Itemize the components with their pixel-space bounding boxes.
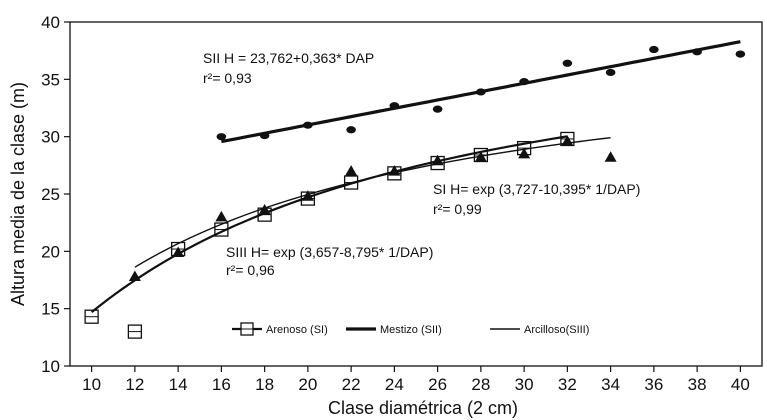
y-tick-label: 35 xyxy=(41,70,60,89)
point-mestizo xyxy=(303,121,313,129)
plot-area xyxy=(69,21,763,367)
x-tick-label: 30 xyxy=(515,375,534,394)
y-axis-ticks: 10 15 20 25 30 35 40 xyxy=(41,13,70,376)
annotation-siii-r2: r²= 0,96 xyxy=(226,262,275,278)
plot-border xyxy=(69,21,763,367)
x-tick-label: 32 xyxy=(558,375,577,394)
point-arenoso xyxy=(127,324,143,339)
x-tick-label: 34 xyxy=(601,375,620,394)
point-mestizo xyxy=(562,59,573,67)
fitted-curves xyxy=(90,40,741,314)
point-mestizo xyxy=(432,105,443,113)
x-tick-label: 20 xyxy=(298,375,317,394)
x-tick-label: 14 xyxy=(169,375,188,394)
point-mestizo xyxy=(476,88,486,96)
point-mestizo xyxy=(519,78,529,86)
point-mestizo xyxy=(605,68,616,77)
point-arcilloso xyxy=(518,147,531,159)
x-tick-label: 24 xyxy=(385,375,404,394)
point-arcilloso xyxy=(604,151,617,162)
legend-item-arcilloso: Arcilloso(SIII) xyxy=(490,324,589,336)
point-mestizo xyxy=(735,50,746,58)
point-arcilloso xyxy=(128,270,141,282)
legend-item-mestizo: Mestizo (SII) xyxy=(346,324,442,336)
x-tick-label: 26 xyxy=(428,375,447,394)
point-mestizo xyxy=(346,126,356,134)
point-mestizo xyxy=(692,48,702,56)
legend-label-arcilloso: Arcilloso(SIII) xyxy=(524,324,589,336)
y-tick-label: 30 xyxy=(41,128,60,147)
x-tick-label: 12 xyxy=(125,375,144,394)
x-tick-label: 38 xyxy=(688,375,707,394)
curve-arenoso xyxy=(90,135,568,314)
legend-item-arenoso: Arenoso (SI) xyxy=(232,322,328,336)
point-arcilloso xyxy=(431,154,444,166)
x-tick-label: 28 xyxy=(471,375,490,394)
x-tick-label: 36 xyxy=(644,375,663,394)
y-tick-label: 10 xyxy=(41,357,60,376)
x-tick-label: 10 xyxy=(82,375,101,394)
y-tick-label: 15 xyxy=(41,300,60,319)
point-arcilloso xyxy=(474,151,487,162)
point-arenoso xyxy=(214,222,229,237)
point-arcilloso xyxy=(215,210,228,222)
point-arcilloso xyxy=(258,204,271,215)
x-tick-label: 40 xyxy=(731,375,750,394)
point-arcilloso xyxy=(345,165,358,176)
y-tick-label: 20 xyxy=(41,242,60,261)
point-mestizo xyxy=(259,131,270,140)
point-arenoso xyxy=(84,309,99,324)
y-axis-label: Altura media de la clase (m) xyxy=(8,82,28,306)
point-arcilloso xyxy=(388,165,401,176)
legend-label-arenoso: Arenoso (SI) xyxy=(266,324,328,336)
annotation-sii-r2: r²= 0,93 xyxy=(203,70,252,86)
annotation-siii-equation: SIII H= exp (3,657-8,795* 1/DAP) xyxy=(226,244,433,260)
point-mestizo xyxy=(649,45,659,54)
data-points xyxy=(84,45,746,339)
x-axis-ticks: 10 12 14 16 18 20 22 24 26 28 30 32 34 36 38 40 xyxy=(82,366,750,394)
x-tick-label: 16 xyxy=(212,375,231,394)
point-arcilloso xyxy=(561,135,574,146)
annotation-si-equation: SI H= exp (3,727-10,395* 1/DAP) xyxy=(433,181,640,197)
y-tick-label: 25 xyxy=(41,185,60,204)
point-mestizo xyxy=(389,102,400,110)
legend: Arenoso (SI) Mestizo (SII) Arcilloso(SII… xyxy=(232,322,589,336)
x-tick-label: 18 xyxy=(255,375,274,394)
annotation-si-r2: r²= 0,99 xyxy=(433,201,482,217)
x-axis-label: Clase diamétrica (2 cm) xyxy=(328,398,518,418)
point-mestizo xyxy=(216,133,227,141)
annotation-sii-equation: SII H = 23,762+0,363* DAP xyxy=(203,50,374,66)
point-arenoso xyxy=(343,175,359,190)
legend-label-mestizo: Mestizo (SII) xyxy=(380,324,442,336)
y-tick-label: 40 xyxy=(41,13,60,32)
x-tick-label: 22 xyxy=(342,375,361,394)
point-arcilloso xyxy=(172,246,185,257)
point-arcilloso xyxy=(301,190,314,201)
curve-arcilloso xyxy=(134,136,611,268)
